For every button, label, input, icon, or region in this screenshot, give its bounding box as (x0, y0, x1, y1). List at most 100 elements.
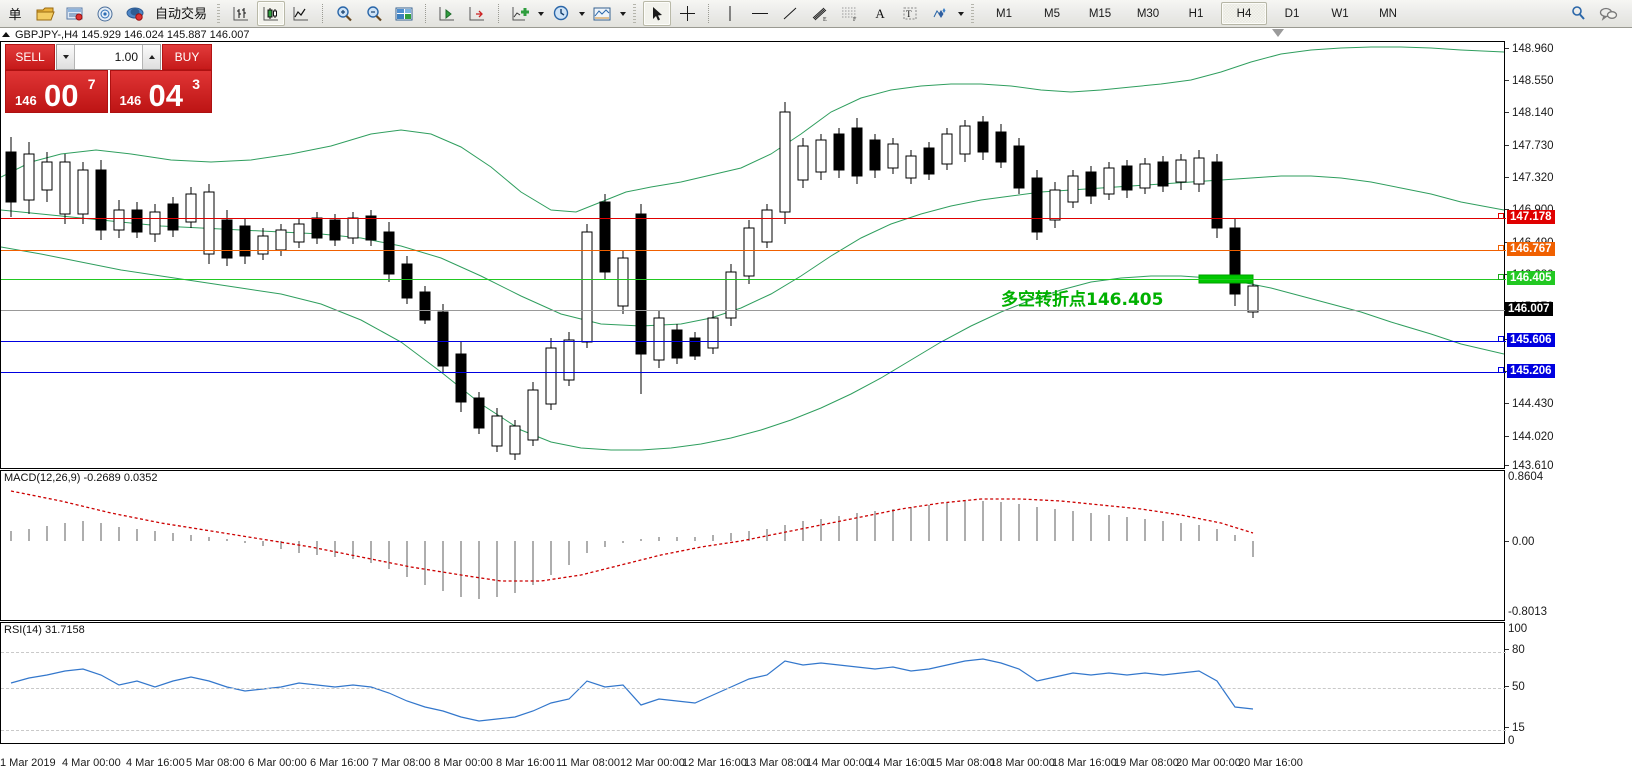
volume-stepper[interactable]: 1.00 (56, 44, 161, 70)
sell-button[interactable]: SELL (5, 44, 55, 70)
timeframe-m15[interactable]: M15 (1088, 7, 1112, 20)
price-tick: 144.430 (1505, 398, 1554, 410)
data-folder-icon[interactable] (31, 1, 59, 26)
buy-price-display[interactable]: 146 04 3 (109, 70, 212, 113)
cursor-tool[interactable] (643, 1, 672, 26)
timeframe-h4[interactable]: H4 (1221, 2, 1268, 25)
timeframe-m5[interactable]: M5 (1044, 7, 1060, 20)
candlestick-chart-button[interactable] (257, 1, 286, 26)
level-handle[interactable] (1498, 336, 1504, 342)
pivot-annotation[interactable]: 多空转折点146.405 (1001, 290, 1164, 310)
svg-text:E: E (823, 17, 827, 22)
resistance-line-1[interactable] (1, 218, 1506, 219)
toolbar-grip-1[interactable] (215, 3, 223, 24)
fibonacci-tool[interactable]: F (836, 1, 864, 26)
support-line-2[interactable] (1, 372, 1506, 373)
trendline-tool[interactable] (776, 1, 804, 26)
timeframe-m1[interactable]: M1 (996, 7, 1012, 20)
crosshair-tool[interactable] (673, 1, 701, 26)
label-tool[interactable]: T (896, 1, 924, 26)
vertical-line-tool[interactable] (716, 1, 744, 26)
sell-price-main: 00 (44, 78, 79, 113)
line-chart-button[interactable] (287, 1, 315, 26)
pivot-line[interactable] (1, 279, 1506, 280)
templates-button[interactable] (588, 1, 616, 26)
chart-shift-button[interactable] (463, 1, 491, 26)
level-handle[interactable] (1498, 367, 1504, 373)
price-pane[interactable]: 多空转折点146.405 (0, 41, 1506, 469)
support-label-1[interactable]: 145.606 (1498, 333, 1555, 347)
toolbar-grip-3[interactable] (969, 3, 977, 24)
support-label-2[interactable]: 145.206 (1498, 364, 1555, 378)
chat-icon[interactable] (1594, 1, 1622, 26)
sell-price-fraction: 7 (87, 76, 96, 92)
resistance-line-2[interactable] (1, 250, 1506, 251)
zoom-in-button[interactable] (330, 1, 358, 26)
support-line-1[interactable] (1, 341, 1506, 342)
one-click-trading-panel[interactable]: SELL 1.00 BUY 146 00 7 146 04 3 (5, 44, 212, 113)
timeframe-w1[interactable]: W1 (1331, 7, 1349, 20)
sell-price-display[interactable]: 146 00 7 (5, 70, 108, 113)
terminal-icon[interactable] (61, 1, 89, 26)
templates-dropdown-arrow[interactable] (617, 2, 628, 25)
navigator-icon[interactable] (121, 1, 149, 26)
timeframe-d1[interactable]: D1 (1284, 7, 1300, 20)
volume-input[interactable]: 1.00 (114, 50, 138, 64)
level-handle[interactable] (1498, 274, 1504, 280)
indicators-button[interactable] (506, 1, 534, 26)
tile-windows-button[interactable] (390, 1, 418, 26)
toolbar-grip-2[interactable] (631, 3, 639, 24)
macd-tick: -0.8013 (1508, 606, 1548, 618)
volume-decrease-button[interactable] (57, 45, 75, 69)
zoom-out-button[interactable] (360, 1, 388, 26)
chart-area[interactable]: 多空转折点146.405 MACD(12,26,9) -0.2689 0.035… (0, 29, 1632, 774)
rsi-pane[interactable]: RSI(14) 31.7158 (0, 622, 1506, 744)
level-handle[interactable] (1498, 213, 1504, 219)
market-watch-icon[interactable] (91, 1, 119, 26)
resistance-label-1[interactable]: 147.178 (1498, 210, 1555, 224)
objects-tool[interactable] (926, 1, 954, 26)
buy-price-fraction: 3 (192, 76, 200, 92)
time-label: 8 Mar 00:00 (434, 757, 493, 769)
timeframe-h1[interactable]: H1 (1188, 7, 1204, 20)
buy-button[interactable]: BUY (162, 44, 212, 70)
objects-dropdown-arrow[interactable] (955, 2, 966, 25)
macd-axis: 0.8604 0.00 -0.8013 (1505, 470, 1632, 621)
price-axis[interactable]: 148.960 148.550 148.140 147.730 147.320 … (1498, 41, 1632, 472)
equidistant-channel-tool[interactable]: E (806, 1, 834, 26)
autotrading-button[interactable]: 自动交易 (155, 6, 208, 21)
resistance-label-2[interactable]: 146.767 (1498, 242, 1555, 256)
horizontal-line-tool[interactable] (746, 1, 774, 26)
volume-increase-button[interactable] (142, 45, 160, 69)
bar-chart-button[interactable] (227, 1, 255, 26)
level-handle[interactable] (1498, 245, 1504, 251)
time-label: 6 Mar 16:00 (310, 757, 369, 769)
periods-button[interactable] (547, 1, 575, 26)
macd-pane[interactable]: MACD(12,26,9) -0.2689 0.0352 (0, 470, 1505, 621)
toolbar-separator-4 (704, 3, 713, 24)
auto-scroll-button[interactable] (433, 1, 461, 26)
indicators-dropdown-arrow[interactable] (535, 2, 546, 25)
rsi-tick: 15 (1505, 722, 1525, 734)
bollinger-lower-band (1, 246, 1504, 451)
svg-text:F: F (853, 17, 857, 22)
timeframe-m30[interactable]: M30 (1136, 7, 1160, 20)
toolbar-separator-2 (421, 3, 430, 24)
price-tick: 148.550 (1505, 75, 1554, 87)
chevron-down-icon (62, 55, 69, 59)
collapse-triangle-icon[interactable] (2, 32, 10, 37)
time-label: 11 Mar 08:00 (556, 757, 621, 769)
pivot-label[interactable]: 146.405 (1498, 271, 1555, 285)
text-tool[interactable]: A (875, 5, 885, 21)
buy-price-main: 04 (148, 78, 183, 113)
timeframe-mn[interactable]: MN (1379, 7, 1397, 20)
new-order-icon[interactable]: 单 (8, 7, 22, 22)
periods-dropdown-arrow[interactable] (576, 2, 587, 25)
price-tick: 147.320 (1505, 172, 1554, 184)
toolbar-separator-3 (494, 3, 503, 24)
rsi-tick: 100 (1508, 623, 1528, 635)
time-axis[interactable]: 1 Mar 2019 4 Mar 00:00 4 Mar 16:00 5 Mar… (0, 755, 1632, 774)
macd-tick: 0.00 (1505, 536, 1534, 548)
search-icon[interactable] (1564, 1, 1592, 26)
time-label: 14 Mar 00:00 (806, 757, 871, 769)
